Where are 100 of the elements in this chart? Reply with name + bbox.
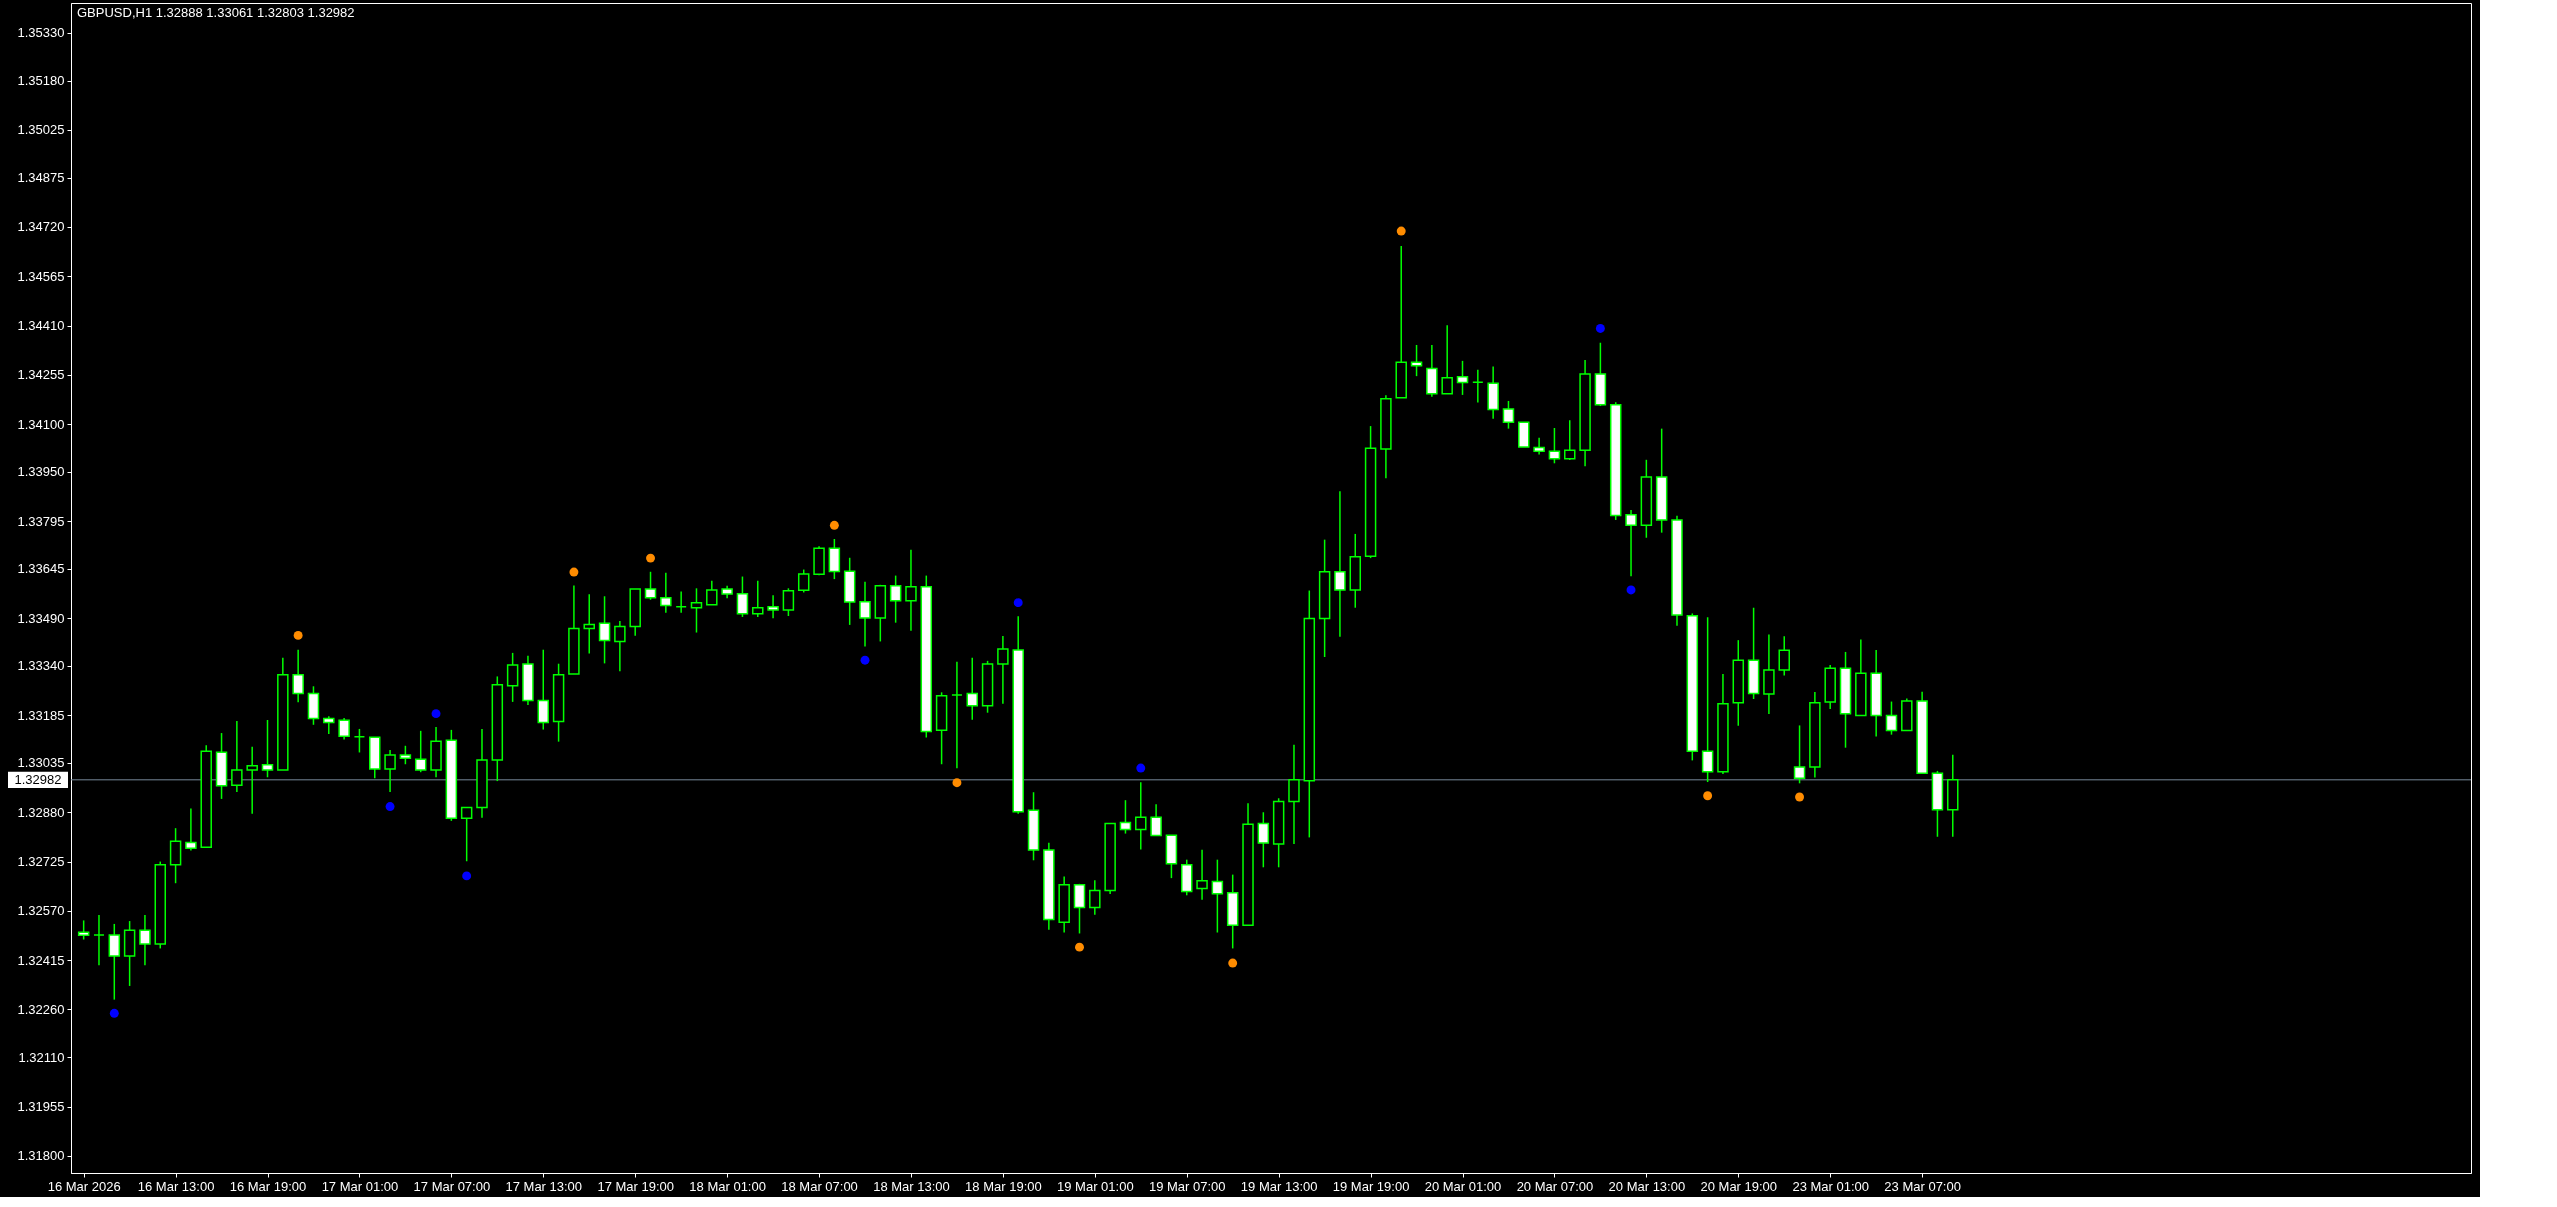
- point: [1595, 323, 1605, 333]
- x-tick-label: 18 Mar 01:00: [689, 1178, 766, 1194]
- candlestick: [797, 568, 810, 594]
- candlestick: [1089, 879, 1101, 916]
- candlestick: [752, 579, 764, 618]
- y-tick-label: 1.35180: [17, 73, 65, 89]
- y-tick-label: 1.32725: [17, 854, 65, 870]
- candlestick: [1150, 803, 1162, 837]
- y-tick-label: 1.35025: [17, 122, 65, 138]
- y-tick-label: 1.32880: [17, 804, 65, 820]
- y-tick-label: 1.33795: [17, 513, 65, 529]
- x-tick-label: 19 Mar 19:00: [1332, 1178, 1410, 1194]
- point: [646, 553, 655, 563]
- candlestick: [736, 575, 749, 618]
- candlestick: [169, 827, 182, 884]
- y-tick-label: 1.33035: [17, 755, 65, 771]
- candlestick: [614, 620, 626, 673]
- y-tick-label: 1.33950: [17, 464, 65, 480]
- candlestick: [1119, 799, 1132, 835]
- candlestick: [139, 914, 151, 967]
- candlestick: [1885, 700, 1898, 736]
- point: [1703, 791, 1713, 801]
- y-tick-label: 1.34875: [17, 170, 65, 186]
- y-tick-label: 1.33185: [17, 707, 65, 723]
- y-tick-label: 1.32110: [18, 1049, 65, 1065]
- x-tick-label: 17 Mar 19:00: [597, 1178, 674, 1194]
- x-tick-label: 19 Mar 07:00: [1148, 1178, 1226, 1194]
- candlestick: [77, 919, 90, 941]
- candlestick: [660, 571, 672, 614]
- point: [1136, 763, 1146, 773]
- candlestick: [675, 590, 687, 614]
- candlestick: [859, 580, 871, 648]
- y-tick-label: 1.34255: [17, 367, 65, 383]
- point: [1075, 942, 1084, 952]
- x-tick-label: 23 Mar 07:00: [1884, 1178, 1961, 1194]
- point: [1013, 598, 1023, 608]
- x-tick-label: 16 Mar 2026: [47, 1178, 121, 1194]
- candlestick: [1288, 744, 1300, 845]
- candlestick: [1625, 509, 1637, 577]
- point: [462, 871, 472, 881]
- x-tick-label: 16 Mar 13:00: [137, 1178, 215, 1194]
- candlestick: [1334, 490, 1346, 638]
- candlestick: [1211, 858, 1224, 934]
- candlestick: [460, 806, 473, 862]
- candlestick: [384, 749, 396, 793]
- candlestick: [1135, 781, 1147, 851]
- point: [109, 1008, 119, 1018]
- x-tick-label: 20 Mar 19:00: [1700, 1178, 1778, 1194]
- candlestick: [767, 594, 779, 619]
- point: [1396, 226, 1406, 236]
- candlestick: [1564, 419, 1576, 461]
- x-tick-label: 20 Mar 13:00: [1608, 1178, 1686, 1194]
- x-tick-label: 17 Mar 13:00: [505, 1178, 583, 1194]
- candlestick: [997, 635, 1009, 705]
- candlestick: [414, 730, 427, 773]
- candlestick: [1502, 400, 1515, 430]
- candlestick: [1410, 344, 1423, 377]
- candlestick: [93, 914, 105, 967]
- point: [431, 709, 441, 719]
- x-tick-label: 20 Mar 01:00: [1424, 1178, 1502, 1194]
- candlestick: [1257, 811, 1270, 869]
- candlestick: [1456, 360, 1469, 396]
- candlestick: [185, 807, 197, 852]
- chart-title: GBPUSD,H1 1.32888 1.33061 1.32803 1.32982: [77, 5, 355, 20]
- y-tick-label: 1.31955: [17, 1099, 65, 1115]
- x-tick-label: 19 Mar 13:00: [1240, 1178, 1318, 1194]
- candlestick: [706, 579, 718, 606]
- candlestick: [338, 717, 350, 741]
- x-tick-label: 18 Mar 13:00: [873, 1178, 950, 1194]
- point: [1626, 585, 1636, 595]
- x-tick-label: 16 Mar 19:00: [229, 1178, 307, 1194]
- point: [1795, 792, 1805, 802]
- candlestick: [261, 719, 274, 779]
- candlestick: [905, 549, 917, 632]
- candlestick: [782, 587, 795, 617]
- y-tick-label: 1.34100: [17, 416, 65, 432]
- y-tick-label: 1.34720: [17, 219, 65, 235]
- candlestick: [951, 661, 963, 770]
- candlestick: [598, 595, 611, 665]
- candlestick: [1073, 883, 1086, 935]
- candlestick: [506, 652, 519, 703]
- candlestick: [1196, 849, 1208, 901]
- candlestick: [108, 923, 121, 1001]
- candlestick: [246, 745, 258, 815]
- candlestick: [828, 538, 841, 580]
- candlestick: [1763, 633, 1775, 715]
- y-tick-label: 1.32415: [17, 952, 65, 968]
- y-tick-label: 1.31800: [17, 1148, 65, 1164]
- y-tick-label: 1.33340: [17, 658, 65, 674]
- y-tick-label: 1.34410: [17, 318, 65, 334]
- point: [952, 778, 962, 788]
- point: [829, 520, 839, 530]
- candlestick: [1441, 324, 1453, 395]
- candlestick: [1793, 724, 1806, 785]
- candlestick: [889, 574, 902, 624]
- candlestick: [1548, 427, 1561, 465]
- x-tick-label: 23 Mar 01:00: [1792, 1178, 1869, 1194]
- point: [860, 655, 870, 665]
- point: [1228, 958, 1238, 968]
- y-tick-label: 1.33645: [17, 561, 65, 577]
